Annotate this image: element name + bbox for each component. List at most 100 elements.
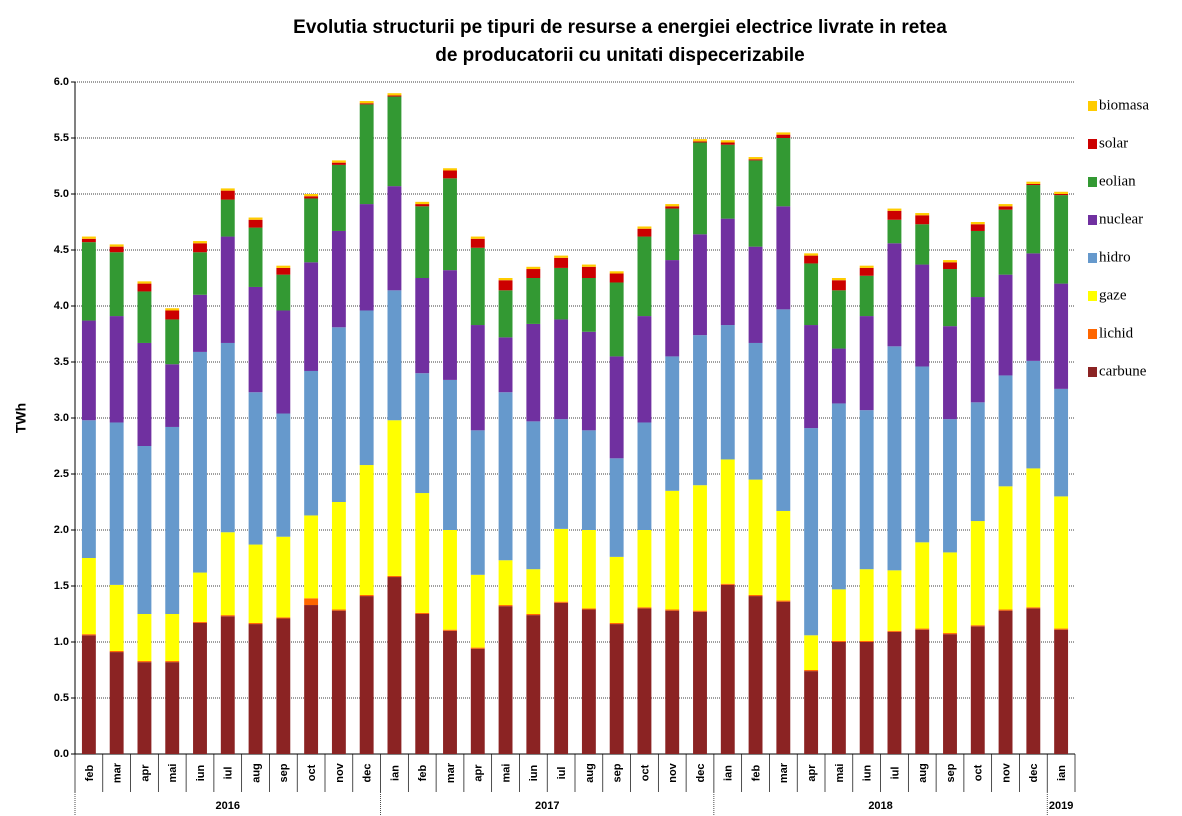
bar-segment bbox=[804, 253, 819, 256]
bar-segment bbox=[81, 242, 96, 321]
bar-segment bbox=[276, 618, 291, 754]
x-tick-label: mai bbox=[834, 764, 846, 783]
bar-segment bbox=[665, 609, 680, 611]
bar-segment bbox=[970, 224, 985, 231]
bar-segment bbox=[276, 265, 291, 268]
bar-segment bbox=[415, 204, 430, 207]
bar-segment bbox=[831, 642, 846, 754]
bar-segment bbox=[193, 572, 207, 622]
bar-segment bbox=[581, 609, 596, 754]
bar-segment bbox=[1026, 468, 1041, 608]
bar-segment bbox=[415, 373, 430, 494]
bar-segment bbox=[470, 238, 485, 248]
chart-title: de producatorii cu unitati dispecerizabi… bbox=[435, 45, 805, 66]
bar-segment bbox=[109, 316, 124, 423]
bar-segment bbox=[220, 342, 235, 533]
bar-segment bbox=[526, 323, 541, 422]
bar-segment bbox=[109, 252, 124, 317]
bar-segment bbox=[359, 594, 374, 597]
bar-segment bbox=[387, 93, 402, 96]
bar-segment bbox=[887, 631, 902, 754]
bar-segment bbox=[637, 316, 652, 423]
bar-segment bbox=[581, 264, 596, 267]
bar-segment bbox=[331, 502, 346, 610]
bar-segment bbox=[970, 230, 985, 298]
y-tick-label: 4.0 bbox=[54, 300, 69, 312]
bar-segment bbox=[915, 264, 930, 367]
bar-segment bbox=[498, 560, 513, 606]
bar-segment bbox=[1054, 195, 1069, 284]
bar-segment bbox=[1054, 191, 1069, 194]
bar-segment bbox=[1054, 628, 1069, 630]
bar-segment bbox=[915, 215, 930, 225]
bar-segment bbox=[970, 521, 985, 626]
bar-segment bbox=[998, 209, 1013, 275]
bar-segment bbox=[970, 625, 985, 627]
bar-segment bbox=[304, 194, 319, 197]
bar-segment bbox=[276, 413, 291, 537]
bar-segment bbox=[693, 485, 707, 611]
bar-segment bbox=[304, 262, 319, 371]
bar-segment bbox=[859, 642, 874, 754]
y-tick-label: 1.0 bbox=[54, 636, 69, 648]
bar-segment bbox=[859, 640, 874, 642]
bar-segment bbox=[970, 222, 985, 225]
bar-segment bbox=[665, 610, 680, 754]
bar-segment bbox=[220, 199, 235, 237]
x-tick-label: mar bbox=[445, 762, 457, 783]
bar-segment bbox=[415, 206, 430, 278]
bar-segment bbox=[665, 204, 680, 207]
bar-segment bbox=[943, 634, 957, 754]
legend-label: solar bbox=[1099, 135, 1128, 151]
bar-segment bbox=[276, 617, 291, 619]
x-tick-label: iul bbox=[223, 767, 235, 780]
y-tick-label: 4.5 bbox=[54, 244, 69, 256]
bar-segment bbox=[304, 198, 319, 263]
bar-segment bbox=[1054, 629, 1069, 754]
bar-segment bbox=[554, 257, 569, 268]
x-tick-label: oct bbox=[306, 764, 318, 781]
bar-segment bbox=[804, 428, 819, 636]
bar-segment bbox=[470, 236, 485, 239]
legend-swatch bbox=[1088, 139, 1097, 149]
bar-segment bbox=[804, 671, 819, 754]
bar-segment bbox=[193, 294, 207, 352]
x-tick-label: mai bbox=[167, 764, 179, 783]
bar-segment bbox=[720, 583, 735, 585]
x-tick-label: nov bbox=[334, 762, 346, 782]
legend-swatch bbox=[1088, 329, 1097, 339]
bar-segment bbox=[220, 190, 235, 200]
bar-segment bbox=[776, 601, 791, 754]
bar-segment bbox=[1026, 185, 1041, 254]
legend-swatch bbox=[1088, 291, 1097, 301]
bar-segment bbox=[831, 589, 846, 641]
bar-segment bbox=[637, 530, 652, 608]
bar-segment bbox=[387, 96, 402, 187]
bar-segment bbox=[526, 421, 541, 570]
bar-segment bbox=[81, 635, 96, 754]
x-tick-label: oct bbox=[639, 764, 651, 781]
bar-segment bbox=[498, 278, 513, 281]
bar-segment bbox=[887, 570, 902, 631]
bar-segment bbox=[109, 244, 124, 247]
bar-segment bbox=[720, 459, 735, 584]
bar-segment bbox=[748, 479, 763, 595]
bar-segment bbox=[109, 650, 124, 653]
bar-segment bbox=[109, 422, 124, 585]
bar-segment bbox=[554, 528, 569, 602]
x-tick-label: sep bbox=[612, 763, 624, 782]
x-tick-label: nov bbox=[1000, 762, 1012, 782]
x-tick-label: dec bbox=[1028, 764, 1040, 783]
bar-segment bbox=[609, 624, 624, 754]
bar-segment bbox=[415, 493, 430, 613]
bar-segment bbox=[581, 278, 596, 332]
bar-segment bbox=[748, 157, 763, 160]
bar-segment bbox=[443, 178, 457, 271]
bar-segment bbox=[637, 608, 652, 754]
bar-segment bbox=[415, 614, 430, 754]
legend-label: biomasa bbox=[1099, 97, 1149, 113]
bar-segment bbox=[1054, 388, 1069, 497]
bar-segment bbox=[1026, 360, 1041, 469]
y-tick-label: 0.0 bbox=[54, 748, 69, 760]
x-tick-label: aug bbox=[250, 763, 262, 783]
